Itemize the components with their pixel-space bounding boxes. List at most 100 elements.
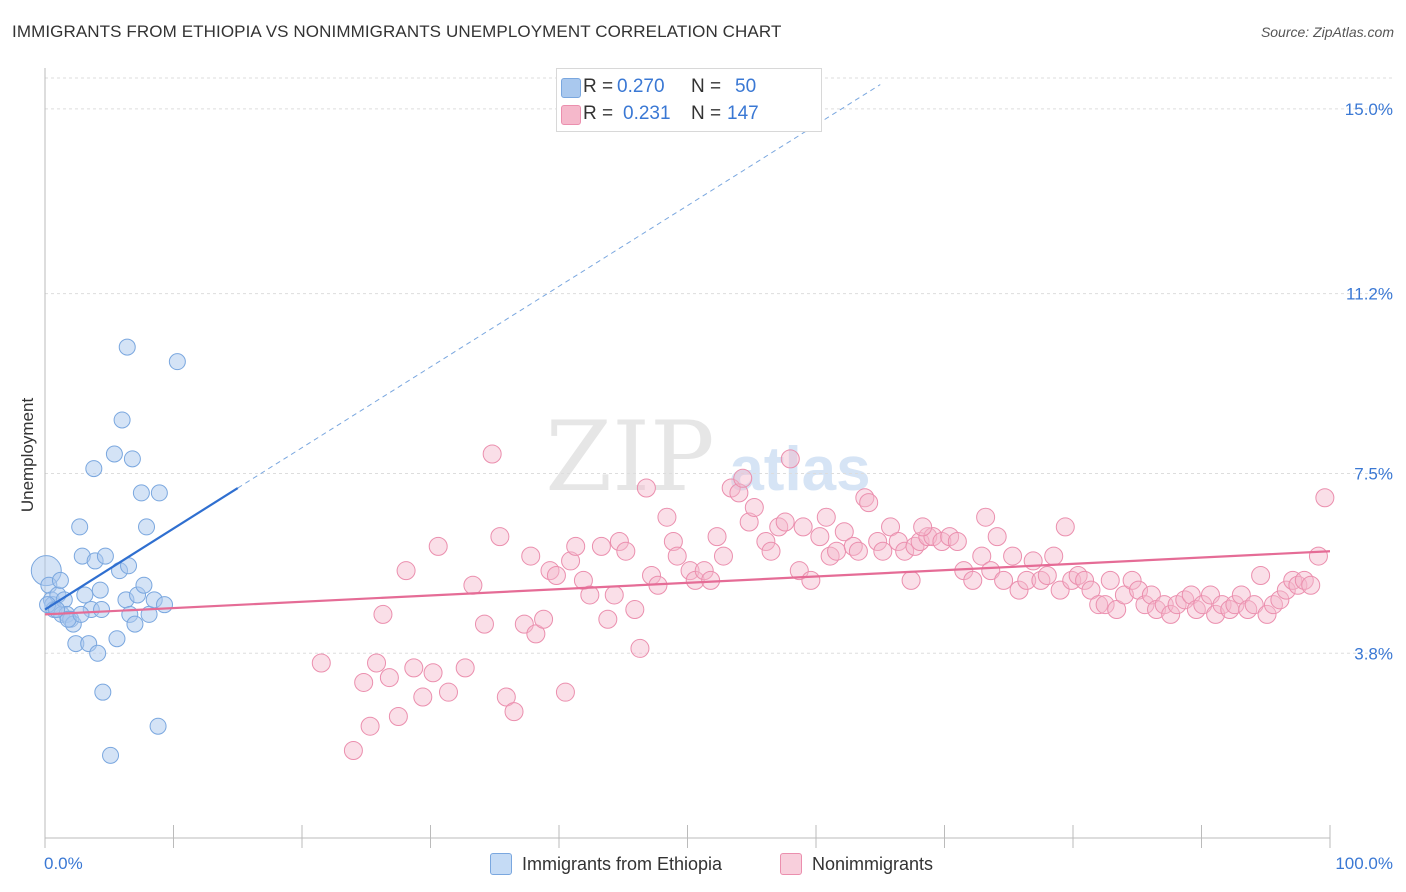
nonimmigrant-point (881, 517, 901, 537)
legend-row-nonimmigrants: R = 0.231 N = 147 (561, 102, 759, 126)
ethiopia-point (89, 644, 107, 662)
legend-label: Immigrants from Ethiopia (522, 853, 723, 874)
nonimmigrant-point (918, 527, 938, 547)
y-tick-label: 15.0% (1345, 100, 1393, 119)
ethiopia-point (135, 576, 153, 594)
nonimmigrant-point (963, 570, 983, 590)
nonimmigrant-point (636, 478, 656, 498)
nonimmigrant-point (546, 566, 566, 586)
nonimmigrant-point (739, 512, 759, 532)
nonimmigrant-point (1100, 570, 1120, 590)
nonimmigrant-point (769, 517, 789, 537)
nonimmigrant-point (625, 600, 645, 620)
nonimmigrant-point (630, 638, 650, 658)
ethiopia-point (168, 353, 186, 371)
y-tick-label: 3.8% (1354, 644, 1393, 663)
nonimmigrant-point (729, 483, 749, 503)
nonimmigrant-point (667, 546, 687, 566)
ethiopia-trendline (44, 487, 239, 611)
source-label: Source: ZipAtlas.com (1260, 24, 1394, 40)
nonimmigrant-point (474, 614, 494, 634)
nonimmigrant-point (1023, 551, 1043, 571)
nonimmigrant-point (540, 561, 560, 581)
y-tick-label: 7.5% (1354, 464, 1393, 483)
y-tick-label: 11.2% (1346, 285, 1393, 304)
ethiopia-point (150, 484, 168, 502)
nonimmigrant-point (367, 653, 387, 673)
ethiopia-point (132, 484, 150, 502)
legend-r-label: R = (583, 76, 614, 97)
nonimmigrant-point (663, 531, 683, 551)
nonimmigrant-point (972, 546, 992, 566)
nonimmigrant-point (657, 507, 677, 527)
nonimmigrant-point (526, 624, 546, 644)
nonimmigrant-point (1225, 595, 1245, 615)
nonimmigrant-point (1141, 585, 1161, 605)
nonimmigrant-point (1251, 566, 1271, 586)
ethiopia-point (108, 630, 126, 648)
nonimmigrant-point (521, 546, 541, 566)
nonimmigrant-point (859, 493, 879, 513)
nonimmigrant-trendline (44, 550, 1331, 616)
nonimmigrant-point (482, 444, 502, 464)
nonimmigrant-point (379, 668, 399, 688)
nonimmigrant-point (834, 522, 854, 542)
nonimmigrant-point (591, 536, 611, 556)
watermark-atlas: atlas (729, 435, 870, 504)
nonimmigrant-point (733, 468, 753, 488)
ethiopia-point (113, 411, 131, 429)
legend-r-value: 0.231 (623, 103, 671, 124)
nonimmigrant-point (534, 609, 554, 629)
nonimmigrant-point (598, 609, 618, 629)
nonimmigrant-point (1257, 604, 1277, 624)
nonimmigrant-point (756, 531, 776, 551)
nonimmigrant-point (1068, 566, 1088, 586)
nonimmigrant-point (827, 541, 847, 561)
ethiopia-point (156, 596, 174, 614)
nonimmigrant-point (1114, 585, 1134, 605)
nonimmigrant-point (1081, 580, 1101, 600)
legend-r-value: 0.270 (617, 76, 665, 97)
nonimmigrant-point (1107, 600, 1127, 620)
nonimmigrant-point (1238, 600, 1258, 620)
ethiopia-point (51, 571, 69, 589)
legend-n-label: N = (691, 76, 722, 97)
ethiopia-point (93, 601, 111, 619)
legend-n-value: 50 (735, 76, 757, 97)
nonimmigrant-point (761, 541, 781, 561)
nonimmigrant-point (1244, 595, 1264, 615)
nonimmigrant-point (1122, 570, 1142, 590)
nonimmigrant-point (388, 706, 408, 726)
nonimmigrant-point (566, 536, 586, 556)
legend-r-label: R = (583, 103, 614, 124)
nonimmigrant-point (396, 561, 416, 581)
nonimmigrant-point (707, 527, 727, 547)
nonimmigrant-point (1301, 575, 1321, 595)
nonimmigrant-point (1095, 595, 1115, 615)
legend-n-value: 147 (727, 103, 759, 124)
nonimmigrant-point (868, 531, 888, 551)
ethiopia-point (102, 746, 120, 764)
nonimmigrant-point (816, 507, 836, 527)
legend-swatch-blue (561, 78, 581, 98)
nonimmigrant-point (1263, 595, 1283, 615)
x-tick-label: 0.0% (44, 854, 83, 873)
ethiopia-trendline-extension (237, 84, 881, 489)
nonimmigrant-point (780, 449, 800, 469)
nonimmigrant-point (873, 541, 893, 561)
chart-title: IMMIGRANTS FROM ETHIOPIA VS NONIMMIGRANT… (12, 22, 782, 41)
nonimmigrant-point (428, 536, 448, 556)
nonimmigrant-point (895, 541, 915, 561)
nonimmigrant-point (1003, 546, 1023, 566)
ethiopia-point (85, 460, 103, 478)
nonimmigrant-point (496, 687, 516, 707)
nonimmigrant-point (793, 517, 813, 537)
nonimmigrant-point (373, 604, 393, 624)
legend-swatch-blue (490, 853, 512, 875)
nonimmigrant-point (744, 497, 764, 517)
nonimmigrant-point (463, 575, 483, 595)
nonimmigrant-point (404, 658, 424, 678)
nonimmigrant-point (1161, 604, 1181, 624)
legend-bottom-nonimmigrants: Nonimmigrants (780, 852, 933, 876)
nonimmigrant-point (1037, 566, 1057, 586)
